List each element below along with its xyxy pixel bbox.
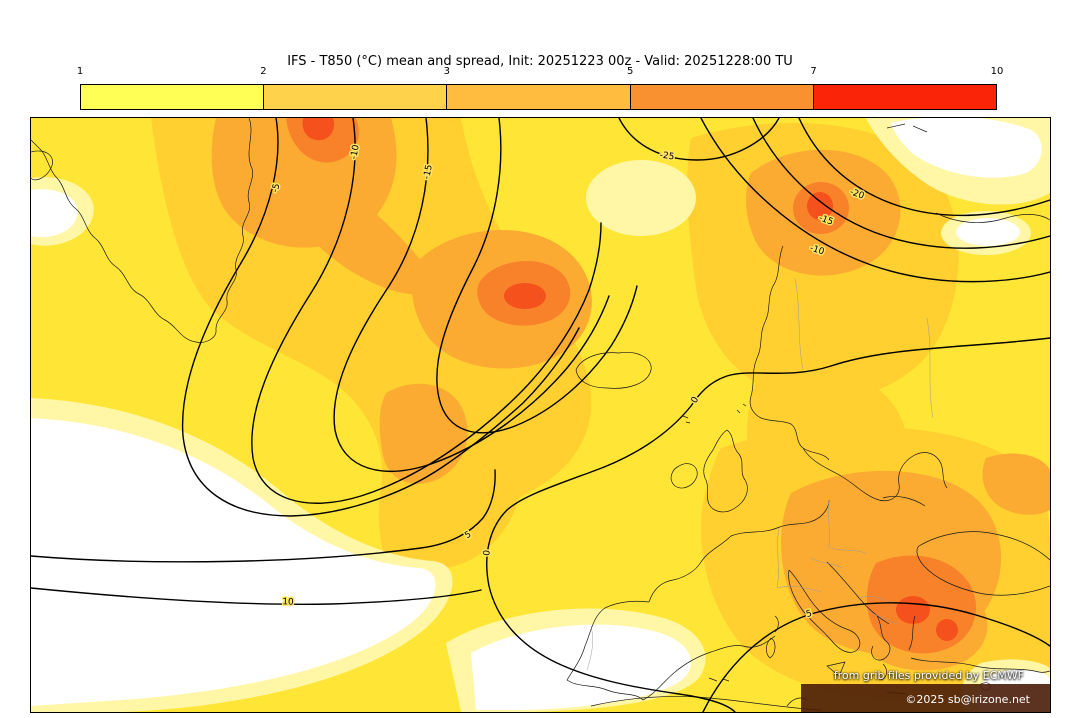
spread-fill xyxy=(31,189,78,238)
spread-fill xyxy=(302,118,335,141)
page-title: IFS - T850 (°C) mean and spread, Init: 2… xyxy=(287,54,793,69)
coastline-balearics xyxy=(708,677,730,682)
contour-minus10-west xyxy=(251,118,602,504)
spread-fill xyxy=(982,453,1050,515)
contour-minus10-east xyxy=(700,118,1050,283)
colorbar-segment xyxy=(81,85,264,109)
colorbar xyxy=(80,84,997,110)
coastline-black-sea xyxy=(916,531,1050,596)
coastline-greenland xyxy=(31,118,254,343)
contour-minus15-east xyxy=(752,118,1050,249)
coastline-iberia xyxy=(566,600,776,701)
spread-fill xyxy=(504,283,546,309)
credits-background xyxy=(801,684,1050,712)
colorbar-segment xyxy=(812,85,997,109)
coastline-baltic xyxy=(802,447,948,502)
coastline-svalbard xyxy=(886,123,928,133)
colorbar-segment xyxy=(629,85,813,109)
credits-source: from grib files provided by ECMWF xyxy=(833,669,1024,682)
spread-fill xyxy=(896,596,930,624)
contour-lines-layer xyxy=(31,118,1050,712)
coastline-aegean-turkey xyxy=(908,615,916,651)
contour-label: -15 xyxy=(422,164,435,180)
colorbar-segment xyxy=(263,85,447,109)
coastline-shetland xyxy=(736,403,747,414)
coastline-faroe xyxy=(682,415,691,424)
contour-label: -10 xyxy=(349,144,361,160)
coastline-italy xyxy=(788,569,861,653)
contour-minus15-west xyxy=(333,118,610,472)
spread-fill xyxy=(586,160,696,236)
coastline-arctic-russia xyxy=(935,212,1050,223)
colorbar-tick-label: 1 xyxy=(76,66,84,77)
contour-label: 0 xyxy=(482,549,493,556)
colorbar-tick-label: 10 xyxy=(990,66,1004,77)
spread-fill xyxy=(471,624,691,710)
coastline-ireland xyxy=(670,463,698,489)
contour-plus5-southeast xyxy=(702,602,1050,712)
coastline-corsica-sardinia xyxy=(766,615,779,659)
spread-fill xyxy=(956,218,1020,246)
coastline-biscay xyxy=(648,535,732,603)
spread-fill xyxy=(279,153,429,295)
spread-fill xyxy=(936,619,958,641)
coastline-norway xyxy=(749,245,830,461)
spread-fill-layer xyxy=(31,118,1050,712)
contour-label: -25 xyxy=(659,151,675,163)
colorbar-ticks: 1 2 3 5 7 10 xyxy=(76,66,1004,80)
contour-plus5-west xyxy=(31,469,496,563)
map: -5 -10 -15 -25 -20 -15 -10 0 0 5 10 5 from grib fil… xyxy=(30,117,1051,713)
contour-label: -5 xyxy=(270,182,282,193)
colorbar-tick-label: 2 xyxy=(260,66,267,77)
colorbar-tick-label: 3 xyxy=(443,66,450,77)
spread-fill xyxy=(807,192,833,220)
coastline-arctic-canada xyxy=(31,150,53,181)
coastline-britain xyxy=(703,429,748,513)
coastlines-layer xyxy=(31,118,1050,711)
credits-copyright: ©2025 sb@irizone.net xyxy=(905,693,1030,706)
contour-minus5-west xyxy=(181,118,580,517)
coastline-gulf-of-finland xyxy=(882,496,926,507)
contour-label: 10 xyxy=(282,597,294,607)
country-border xyxy=(586,277,934,671)
colorbar-segment xyxy=(446,85,630,109)
colorbar-tick-label: 5 xyxy=(627,66,634,77)
contour-minus25 xyxy=(618,118,780,161)
coastline-turkey-south xyxy=(910,657,1050,673)
colorbar-tick-label: 7 xyxy=(810,66,817,77)
contour-plus10 xyxy=(31,587,482,606)
spread-fill xyxy=(891,118,1042,178)
contour-minus20-east xyxy=(798,118,1050,217)
coastline-sicily xyxy=(826,661,846,677)
contour-label: 5 xyxy=(805,609,813,620)
coastline-north-sea xyxy=(730,499,830,537)
contour-zero xyxy=(486,337,1050,712)
coastline-iceland xyxy=(575,352,652,389)
contour-minus20-west xyxy=(436,118,638,434)
